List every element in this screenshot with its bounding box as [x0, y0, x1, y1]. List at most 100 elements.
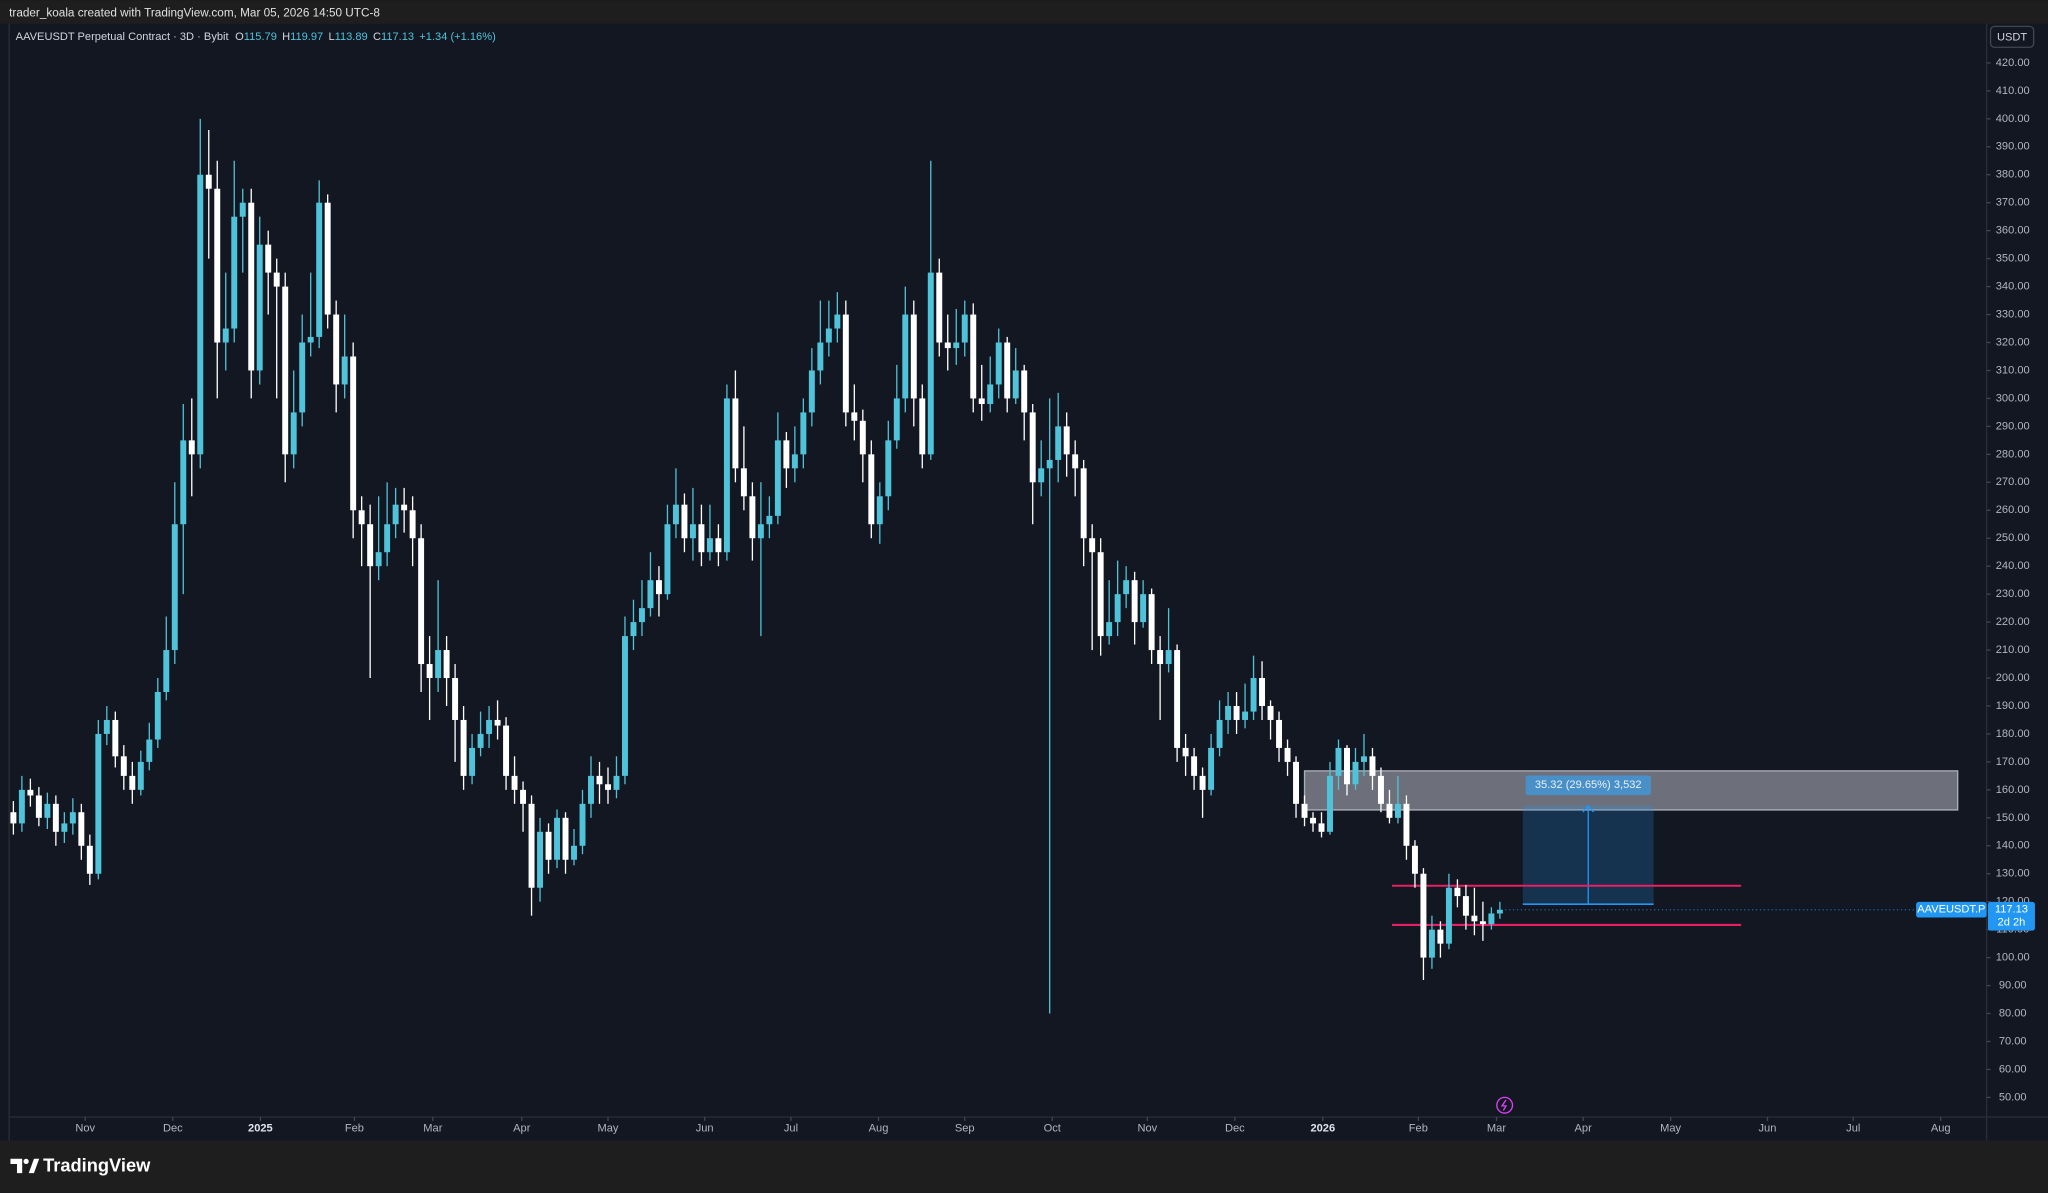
candle-body — [732, 398, 739, 469]
candle-body — [1327, 775, 1333, 832]
candle-body — [1479, 921, 1486, 925]
candle-body — [435, 650, 442, 679]
candle-body — [664, 524, 671, 595]
y-tick-label: 160.00 — [1996, 784, 2030, 796]
candle-body — [392, 504, 399, 525]
x-tick-label: Jun — [696, 1123, 714, 1135]
candle-body — [239, 202, 246, 217]
candle-body — [69, 812, 76, 824]
candle-body — [1267, 705, 1274, 720]
y-tick-label: 310.00 — [1996, 364, 2030, 376]
candle-body — [1182, 747, 1189, 757]
candle-body — [137, 761, 144, 790]
y-tick-label: 140.00 — [1996, 840, 2030, 852]
currency[interactable]: USDT — [1997, 31, 2027, 43]
brand-logo — [10, 1158, 40, 1174]
candle-body — [859, 420, 866, 455]
candle-body — [588, 775, 594, 804]
candle-body — [316, 202, 323, 337]
candle-body — [273, 272, 280, 287]
candle-body — [910, 314, 917, 399]
y-tick-label: 210.00 — [1996, 644, 2030, 656]
candle-body — [1403, 803, 1410, 846]
candle-body — [52, 803, 59, 832]
candle-body — [78, 812, 85, 846]
y-tick-label: 280.00 — [1996, 448, 2030, 460]
candle-body — [1089, 538, 1096, 553]
event-icon[interactable] — [1496, 1096, 1514, 1114]
header-bar — [0, 0, 2048, 24]
x-tick-label: Dec — [1225, 1123, 1245, 1135]
candle-body — [961, 314, 968, 343]
y-tick-label: 130.00 — [1996, 868, 2030, 880]
candle-body — [1038, 468, 1045, 483]
candle-body — [885, 440, 892, 497]
candle-body — [1157, 650, 1164, 665]
x-tick-label: Jun — [1759, 1123, 1777, 1135]
candle-body — [1191, 756, 1198, 776]
candle-body — [231, 216, 238, 329]
candle-body — [537, 831, 544, 888]
candle-body — [222, 328, 229, 343]
logo-dot — [23, 1158, 29, 1165]
candle-body — [1361, 756, 1367, 762]
y-tick-label: 270.00 — [1996, 476, 2030, 488]
candle-body — [1496, 909, 1503, 914]
ohlc-value: 113.89 — [335, 31, 368, 43]
x-tick-label: Apr — [513, 1123, 531, 1135]
candle-body — [1445, 887, 1452, 944]
logo-t — [10, 1158, 23, 1174]
candle-body — [698, 524, 705, 553]
candle-body — [1335, 747, 1342, 776]
candle-body — [384, 524, 391, 553]
candle-body — [1004, 342, 1011, 399]
price-badge — [1987, 901, 2035, 931]
candle-body — [1055, 426, 1062, 460]
y-tick-label: 330.00 — [1996, 308, 2030, 320]
candle-body — [596, 775, 603, 785]
candle-body — [817, 342, 824, 371]
candle-body — [1123, 580, 1130, 595]
candle-body — [1318, 823, 1325, 832]
candle-body — [1386, 803, 1393, 818]
candle-body — [1148, 594, 1155, 651]
candle-body — [1352, 761, 1359, 785]
candle-body — [1259, 678, 1266, 706]
candle-body — [1454, 887, 1461, 897]
y-tick-label: 90.00 — [1999, 980, 2027, 992]
candle-body — [401, 504, 408, 511]
candle-body — [367, 524, 374, 567]
y-tick-label: 60.00 — [1999, 1063, 2027, 1075]
x-tick-label: Mar — [423, 1123, 442, 1135]
currency-button[interactable] — [1989, 25, 2035, 48]
candle-body — [791, 454, 798, 469]
measure-label: 35.32 (29.65%) 3,532 — [1535, 779, 1642, 791]
x-tick-label: Sep — [955, 1123, 975, 1135]
candle-body — [842, 314, 849, 413]
candle-body — [1276, 719, 1283, 748]
y-tick-label: 100.00 — [1996, 952, 2030, 964]
candle-body — [953, 342, 960, 349]
candle-body — [1233, 705, 1240, 720]
x-tick-label: Feb — [1409, 1123, 1428, 1135]
candle-body — [1046, 459, 1053, 469]
candle-body — [426, 664, 433, 679]
candle-body — [1208, 747, 1215, 790]
candle-body — [409, 510, 416, 539]
candle-body — [299, 342, 306, 413]
candle-body — [1174, 650, 1181, 748]
candle-body — [571, 845, 577, 860]
candle-body — [919, 398, 926, 455]
countdown: 2d 2h — [1998, 917, 2026, 929]
candle-body — [163, 650, 170, 693]
candle-body — [630, 622, 637, 637]
x-tick-label: Aug — [869, 1123, 889, 1135]
candle-body — [681, 504, 688, 539]
candle-body — [1462, 896, 1469, 916]
y-tick-label: 250.00 — [1996, 532, 2030, 544]
candle-body — [672, 504, 679, 525]
candle-body — [324, 202, 331, 315]
candle-body — [129, 775, 136, 790]
candle-body — [1428, 929, 1435, 958]
